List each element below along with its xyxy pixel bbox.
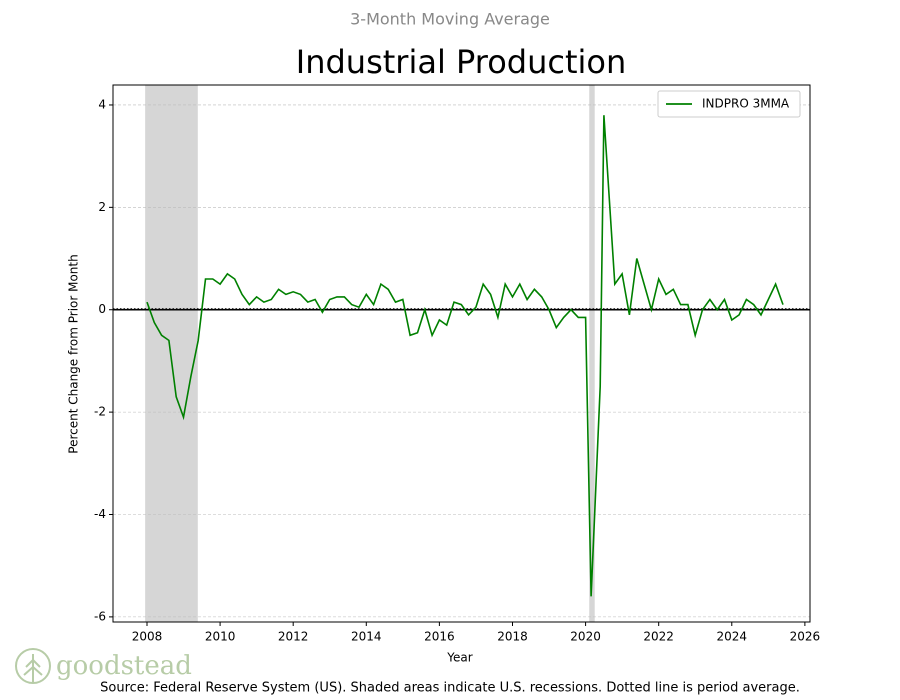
x-tick-label: 2010 [205,630,236,644]
plot-frame [112,84,811,623]
y-tick-label: 2 [98,200,106,214]
chart-title: Industrial Production [296,43,627,81]
x-tick-label: 2026 [790,630,821,644]
y-tick-label: -6 [94,609,106,623]
x-tick-label: 2016 [424,630,455,644]
recession-band [145,85,198,622]
x-tick-label: 2024 [717,630,748,644]
y-tick-label: -2 [94,405,106,419]
x-tick-label: 2018 [497,630,528,644]
chart-subtitle: 3-Month Moving Average [350,10,550,29]
y-tick-label: 0 [98,302,106,316]
logo-icon [15,648,51,684]
x-tick-label: 2020 [570,630,601,644]
legend-box [657,90,801,118]
recession-band [589,85,595,622]
y-tick-label: -4 [94,507,106,521]
y-axis-label: Percent Change from Prior Month [67,254,81,453]
x-tick-label: 2012 [278,630,309,644]
x-axis-label: Year [446,651,472,665]
source-note: Source: Federal Reserve System (US). Sha… [100,681,800,696]
y-tick-label: 4 [98,97,106,111]
logo-text: goodstead [56,651,192,681]
x-tick-label: 2022 [643,630,674,644]
data-line [146,115,784,597]
x-tick-label: 2014 [351,630,382,644]
x-tick-label: 2008 [132,630,163,644]
legend-label: INDPRO 3MMA [702,97,790,111]
